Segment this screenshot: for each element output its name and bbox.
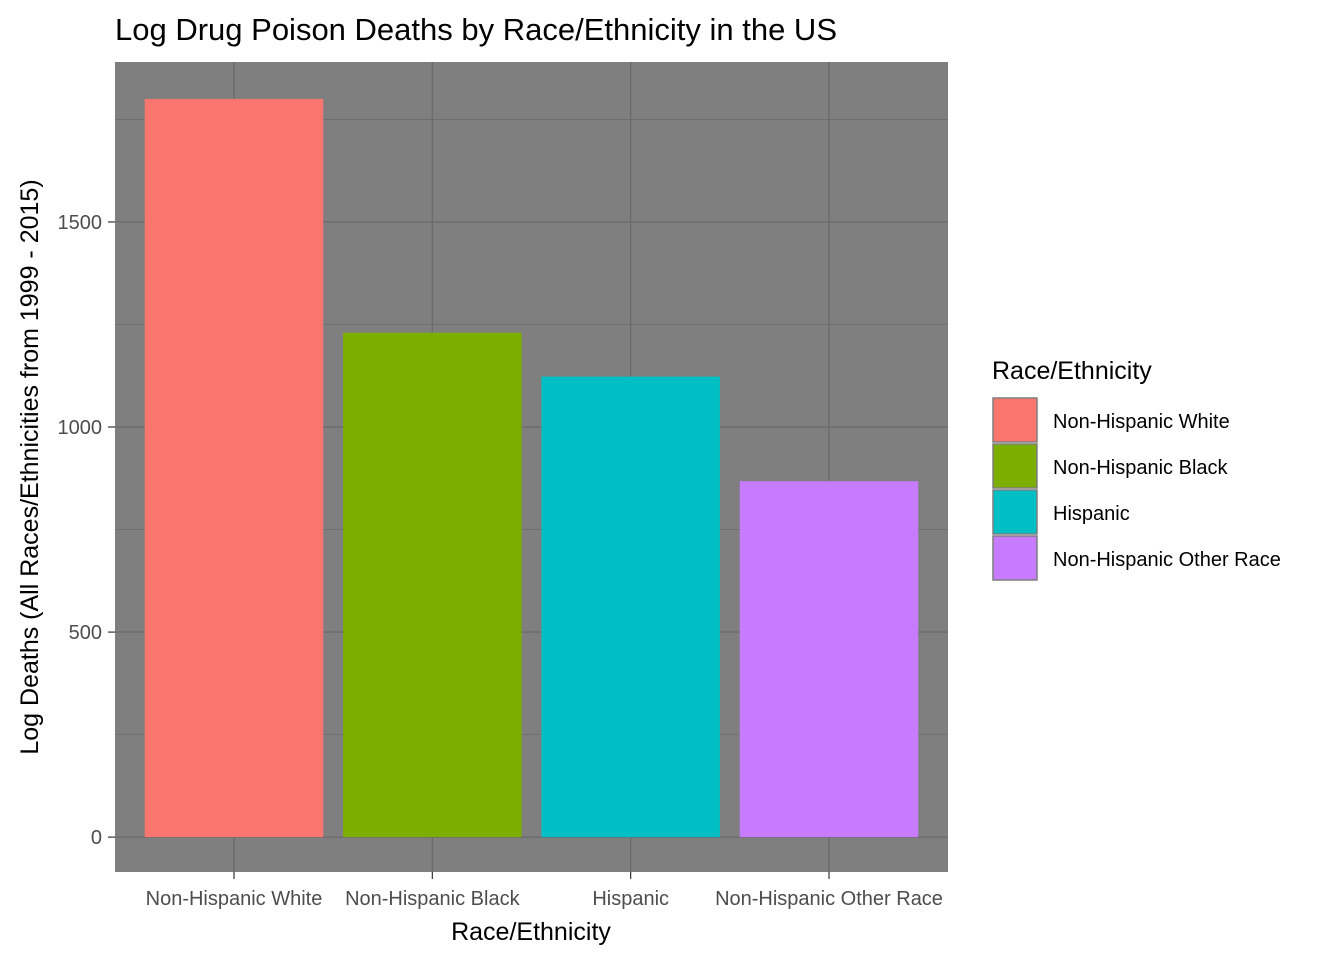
x-tick-label: Non-Hispanic Black [345, 888, 521, 910]
x-axis-title: Race/Ethnicity [451, 918, 611, 946]
x-tick-label: Non-Hispanic Other Race [715, 888, 943, 910]
legend-label: Non-Hispanic Other Race [1053, 549, 1281, 571]
legend-title: Race/Ethnicity [992, 357, 1152, 385]
y-tick-label: 500 [69, 622, 102, 644]
x-tick-label: Hispanic [592, 888, 669, 910]
y-axis-title: Log Deaths (All Races/Ethnicities from 1… [16, 179, 44, 754]
bar [343, 332, 522, 838]
legend-swatch [992, 397, 1038, 443]
y-tick-label: 0 [91, 827, 102, 849]
legend-label: Hispanic [1053, 503, 1130, 525]
legend-swatch [992, 535, 1038, 581]
y-tick-label: 1000 [58, 417, 103, 439]
legend-swatch [992, 443, 1038, 489]
x-axis: Non-Hispanic White Non-Hispanic Black Hisp… [146, 872, 943, 910]
y-tick-label: 1500 [58, 212, 103, 234]
bar [739, 481, 919, 838]
x-tick-label: Non-Hispanic White [146, 888, 323, 910]
chart-title: Log Drug Poison Deaths by Race/Ethnicity… [115, 12, 837, 47]
y-axis: 0 500 1000 1500 [58, 212, 115, 849]
legend-label: Non-Hispanic Black [1053, 457, 1229, 479]
bars [144, 98, 919, 838]
legend-swatch [992, 489, 1038, 535]
bar [144, 98, 324, 838]
legend: Race/Ethnicity Non-Hispanic White Non-His… [992, 357, 1281, 581]
legend-label: Non-Hispanic White [1053, 411, 1230, 433]
bar [541, 376, 720, 838]
